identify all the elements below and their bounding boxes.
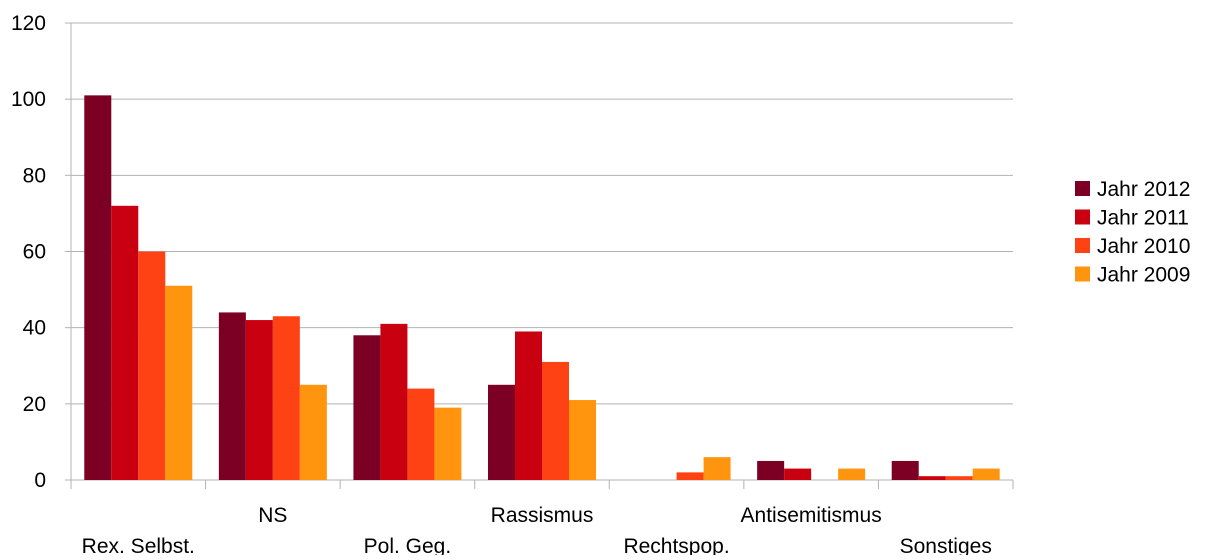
legend-swatch-jahr-2011	[1075, 209, 1090, 225]
legend-label-jahr-2011: Jahr 2011	[1097, 207, 1189, 230]
bar-pol-geg-jahr-2010	[407, 388, 435, 480]
bar-sonstiges-jahr-2012	[891, 460, 919, 480]
y-tick-label: 20	[23, 393, 46, 416]
legend-swatch-jahr-2010	[1075, 238, 1090, 253]
x-tick-label-rex-selbst: Rex. Selbst.	[82, 535, 195, 555]
bar-pol-geg-jahr-2012	[353, 335, 381, 480]
bar-pol-geg-jahr-2009	[434, 407, 462, 480]
legend-swatch-jahr-2009	[1075, 266, 1090, 282]
y-tick-label: 80	[23, 164, 46, 187]
bar-sonstiges-jahr-2011	[918, 476, 946, 480]
y-tick-label: 60	[23, 241, 46, 264]
bar-rassismus-jahr-2009	[569, 400, 596, 480]
bars	[84, 95, 1000, 481]
legend-label-jahr-2010: Jahr 2010	[1097, 235, 1190, 258]
x-tick-label-antisemitismus: Antisemitismus	[741, 504, 882, 527]
bar-antisemitismus-jahr-2009	[838, 468, 866, 480]
bar-ns-jahr-2012	[218, 312, 246, 480]
bar-rex-selbst-jahr-2012	[84, 95, 112, 480]
x-tick-label-rassismus: Rassismus	[491, 504, 594, 527]
bar-pol-geg-jahr-2011	[380, 323, 408, 480]
bar-ns-jahr-2010	[272, 316, 300, 480]
x-tick-label-pol-geg: Pol. Geg.	[364, 535, 452, 555]
legend-swatch-jahr-2012	[1075, 181, 1090, 196]
bar-antisemitismus-jahr-2011	[784, 468, 812, 480]
legend-label-jahr-2009: Jahr 2009	[1097, 264, 1190, 287]
legend: Jahr 2012 Jahr 2011 Jahr 2010 Jahr 2009	[1075, 178, 1190, 287]
bar-rassismus-jahr-2010	[542, 361, 569, 480]
bar-rex-selbst-jahr-2009	[165, 285, 193, 480]
y-tick-label: 100	[11, 88, 46, 111]
y-tick-labels: 0 20 40 60 80 100 120	[11, 12, 46, 492]
bar-sonstiges-jahr-2010	[945, 476, 973, 480]
x-tick-label-ns: NS	[258, 504, 287, 527]
x-tick-label-sonstiges: Sonstiges	[900, 535, 992, 555]
x-tick-label-rechtspop: Rechtspop.	[623, 535, 729, 555]
bar-ns-jahr-2009	[299, 384, 327, 480]
bar-antisemitismus-jahr-2012	[757, 460, 785, 480]
legend-label-jahr-2012: Jahr 2012	[1097, 178, 1190, 201]
y-tick-label: 0	[34, 469, 46, 492]
bar-rassismus-jahr-2011	[515, 331, 542, 480]
bar-rex-selbst-jahr-2011	[111, 205, 139, 481]
bar-sonstiges-jahr-2009	[972, 468, 1000, 480]
bar-rex-selbst-jahr-2010	[138, 251, 166, 480]
bar-rechtspop-jahr-2010	[676, 472, 704, 480]
y-tick-label: 120	[11, 12, 46, 35]
bar-rechtspop-jahr-2009	[703, 457, 731, 480]
y-tick-label: 40	[23, 317, 46, 340]
bar-ns-jahr-2011	[245, 320, 273, 480]
x-tick-labels: Rex. Selbst. NS Pol. Geg. Rassismus Rechtspo…	[82, 504, 992, 558]
bar-rassismus-jahr-2012	[488, 384, 515, 480]
